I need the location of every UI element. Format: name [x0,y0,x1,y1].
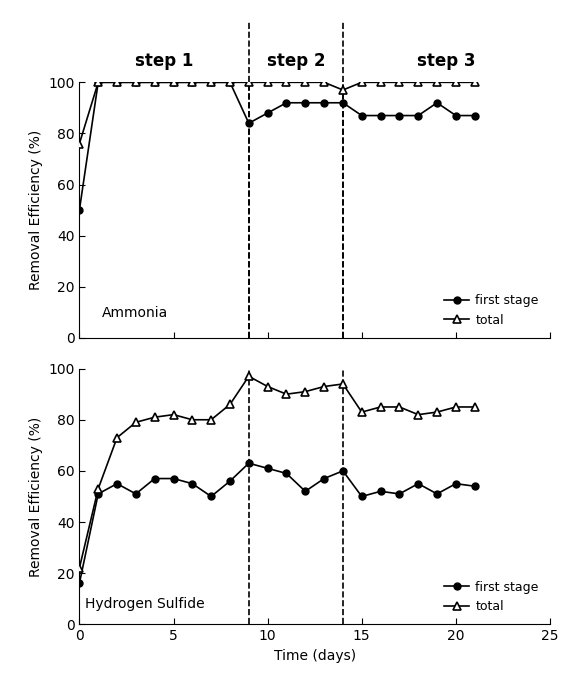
Text: step 2: step 2 [266,51,325,69]
Legend: first stage, total: first stage, total [439,289,544,332]
Text: Hydrogen Sulfide: Hydrogen Sulfide [85,598,205,611]
Legend: first stage, total: first stage, total [439,576,544,618]
Text: Ammonia: Ammonia [102,306,168,320]
Text: step 1: step 1 [135,51,193,69]
Y-axis label: Removal Efficiency (%): Removal Efficiency (%) [28,416,43,576]
X-axis label: Time (days): Time (days) [274,649,356,663]
Y-axis label: Removal Efficiency (%): Removal Efficiency (%) [28,130,43,290]
Text: step 3: step 3 [417,51,476,69]
